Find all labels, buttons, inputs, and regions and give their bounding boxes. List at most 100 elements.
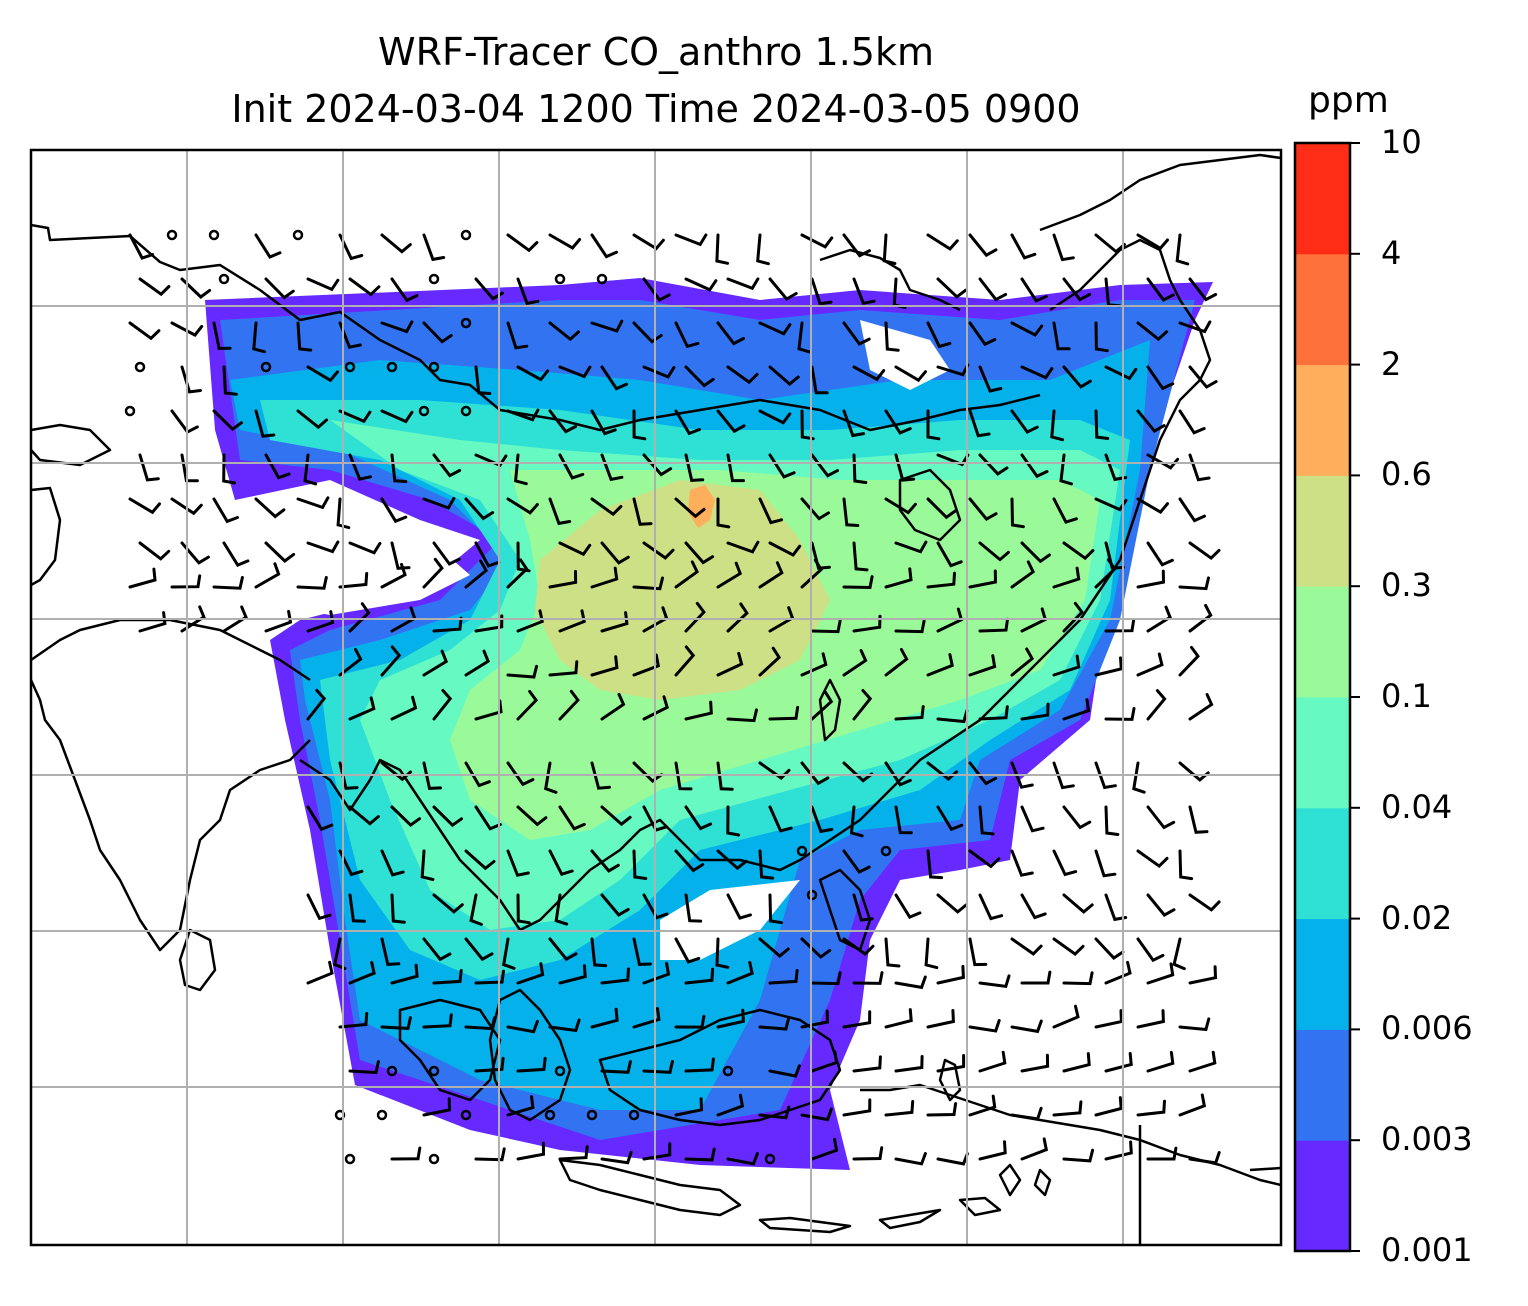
- wind-barb: [432, 969, 463, 985]
- wind-barb: [926, 1009, 955, 1029]
- wind-barb: [968, 1019, 1001, 1033]
- wind-barb: [1094, 937, 1125, 960]
- wind-barb: [170, 321, 204, 338]
- wind-barb: [212, 321, 232, 351]
- wind-barb: [674, 849, 705, 873]
- wind-barb: [348, 696, 376, 721]
- wind-barb: [810, 453, 839, 478]
- wind-barb: [978, 365, 1003, 393]
- wind-barb: [882, 233, 897, 265]
- wind-barb: [726, 805, 741, 837]
- wind-barb: [684, 893, 703, 923]
- wind-barb: [684, 277, 718, 292]
- wind-barb: [1020, 365, 1054, 380]
- wind-barb: [716, 849, 748, 871]
- wind-barb: [978, 617, 1009, 633]
- wind-barb: [138, 541, 171, 561]
- wind-barb: [1094, 558, 1117, 589]
- wind-barb: [884, 937, 901, 968]
- wind-barb: [1052, 1004, 1080, 1029]
- wind-barb: [170, 574, 202, 589]
- wind-barb: [348, 961, 376, 985]
- wind-barb: [926, 849, 944, 880]
- wind-barb: [558, 365, 592, 379]
- wind-barb: [548, 937, 578, 962]
- wind-barb: [464, 649, 490, 677]
- wind-barb: [1010, 409, 1039, 434]
- wind-barb: [1052, 654, 1081, 677]
- wind-barb: [768, 893, 783, 925]
- wind-barb: [1188, 805, 1209, 834]
- wind-barb: [1178, 1017, 1211, 1032]
- wind-barb: [800, 409, 815, 441]
- wind-barb: [548, 660, 579, 677]
- wind-barb: [978, 453, 1009, 476]
- wind-barb: [506, 233, 539, 253]
- wind-barb: [674, 1097, 704, 1117]
- wind-barb: [758, 1016, 791, 1031]
- wind-barb: [842, 849, 871, 874]
- wind-barb: [464, 559, 489, 589]
- wind-barb: [516, 893, 531, 925]
- wind-barb: [1062, 971, 1094, 986]
- wind-barb: [632, 849, 648, 880]
- wind-barb: [1020, 805, 1045, 833]
- wind-barb: [842, 649, 868, 677]
- wind-barb: [1010, 1106, 1043, 1121]
- map-frame: [29, 148, 1283, 1247]
- wind-barb: [1020, 970, 1052, 985]
- wind-barb: [684, 601, 706, 633]
- wind-barb: [758, 561, 784, 589]
- wind-barb: [810, 277, 833, 306]
- wind-barb: [968, 654, 997, 677]
- colorbar-tick-label: 10: [1381, 123, 1422, 161]
- wind-barb: [464, 937, 494, 962]
- wind-barb: [842, 409, 866, 438]
- wind-barb: [180, 365, 202, 394]
- wind-barb: [1010, 849, 1034, 877]
- wind-barb: [554, 893, 569, 926]
- calm-marker: [208, 229, 220, 241]
- wind-barb: [348, 893, 366, 923]
- wind-barb: [800, 497, 830, 521]
- wind-barb: [926, 653, 954, 677]
- wind-barb: [716, 1093, 745, 1117]
- wind-barb: [758, 761, 791, 780]
- wind-barb: [180, 453, 199, 483]
- wind-barb: [1020, 893, 1047, 920]
- wind-barb: [422, 937, 452, 962]
- wind-barb: [632, 761, 663, 784]
- wind-barb: [842, 321, 871, 346]
- wind-barb: [894, 540, 928, 554]
- wind-barb: [548, 1018, 581, 1033]
- wind-barb: [432, 689, 453, 721]
- wind-barb: [852, 689, 873, 721]
- wind-barb: [1178, 645, 1200, 677]
- calm-marker: [218, 273, 230, 285]
- calm-marker: [134, 361, 146, 373]
- wind-barb: [1146, 1050, 1175, 1073]
- wind-barb: [1062, 1052, 1091, 1073]
- wind-barb: [1020, 1053, 1050, 1073]
- wind-barb: [1062, 698, 1091, 721]
- colorbar-tick-label: 0.001: [1381, 1231, 1473, 1269]
- wind-barb: [926, 1102, 958, 1117]
- wind-barb: [716, 761, 734, 791]
- wind-barb: [1178, 761, 1210, 782]
- wind-barb: [968, 937, 988, 967]
- wind-barb: [1094, 849, 1117, 878]
- calm-marker: [460, 317, 472, 329]
- wind-barb: [516, 962, 545, 985]
- wind-barb: [978, 1050, 1007, 1073]
- wind-barb: [590, 1007, 619, 1029]
- wind-barb: [432, 805, 463, 828]
- wind-barb: [1136, 321, 1169, 342]
- wind-barb: [758, 1105, 791, 1120]
- chart-title: WRF-Tracer CO_anthro 1.5km: [378, 30, 934, 74]
- wind-barb: [716, 561, 743, 589]
- wind-barb: [390, 541, 411, 570]
- wind-barb: [758, 409, 792, 425]
- wind-barb: [924, 937, 939, 970]
- wind-barb: [422, 761, 442, 790]
- wind-barb: [296, 409, 328, 430]
